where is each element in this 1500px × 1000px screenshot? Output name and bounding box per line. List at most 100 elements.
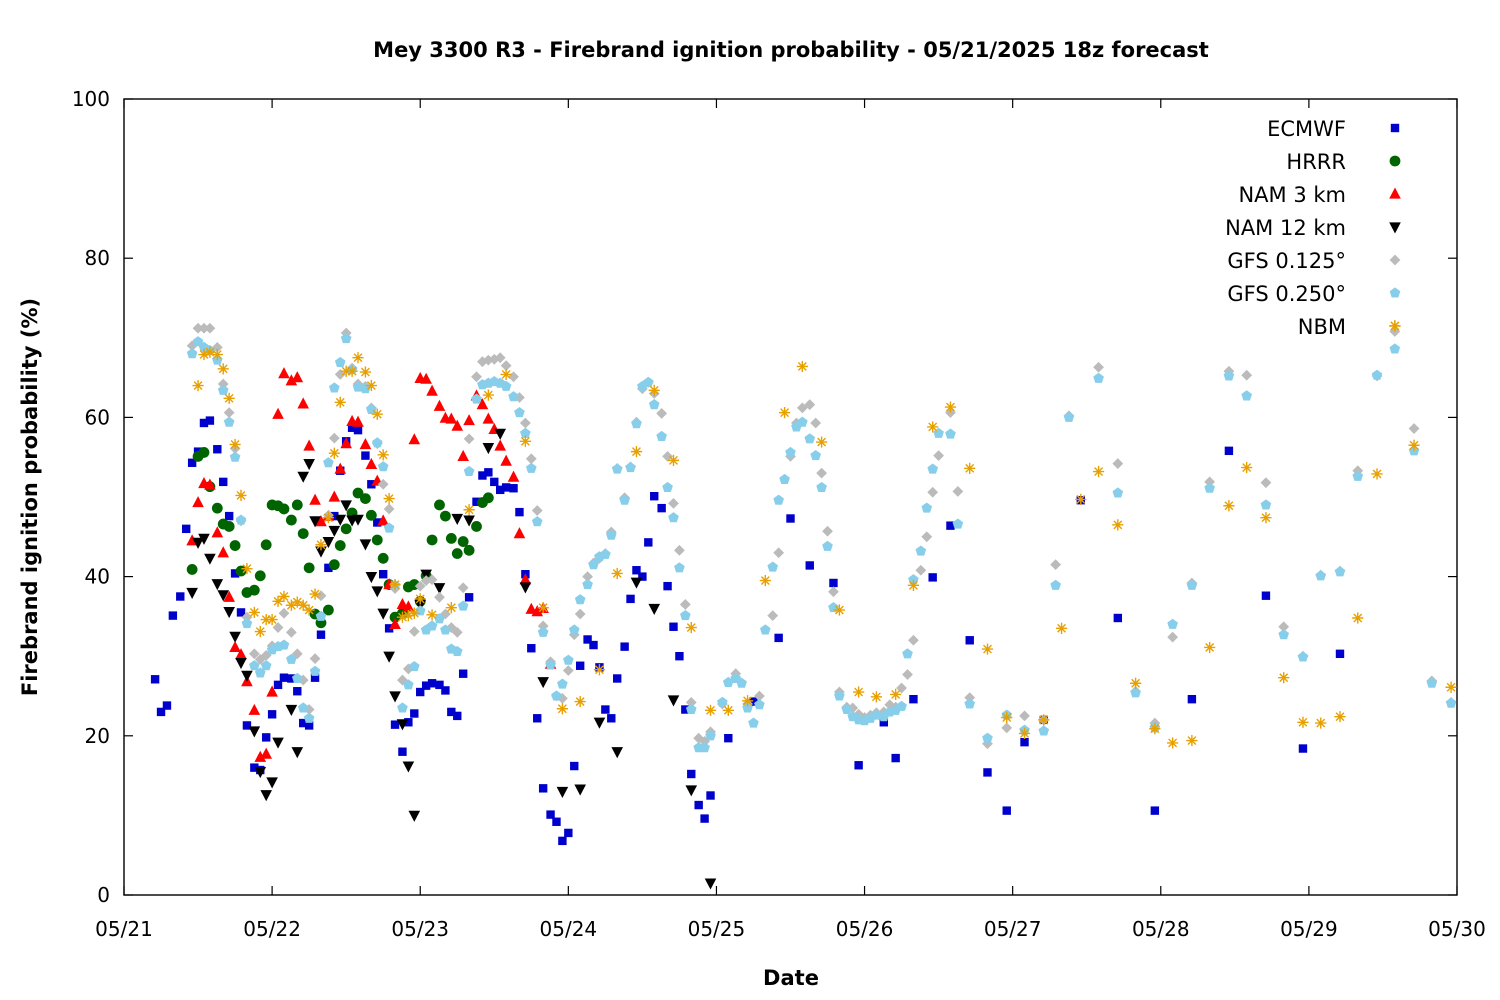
data-point bbox=[674, 562, 685, 573]
data-point bbox=[816, 436, 828, 448]
data-point bbox=[854, 761, 863, 770]
data-point bbox=[402, 610, 414, 622]
data-point bbox=[463, 414, 475, 426]
data-point bbox=[352, 381, 364, 392]
data-point bbox=[445, 532, 457, 544]
data-point bbox=[626, 594, 635, 604]
data-point bbox=[644, 538, 653, 547]
data-point bbox=[352, 487, 364, 499]
data-point bbox=[315, 539, 327, 551]
data-point bbox=[574, 784, 586, 796]
legend-marker bbox=[1389, 155, 1401, 167]
data-point bbox=[241, 563, 253, 575]
data-point bbox=[500, 454, 512, 466]
data-point bbox=[291, 499, 303, 511]
data-point bbox=[328, 559, 340, 571]
data-point bbox=[309, 493, 321, 505]
data-point bbox=[458, 669, 468, 678]
data-point bbox=[527, 644, 536, 653]
data-point bbox=[254, 767, 267, 779]
data-point bbox=[211, 348, 223, 361]
data-point bbox=[981, 643, 994, 655]
data-point bbox=[427, 679, 437, 688]
data-point bbox=[402, 761, 415, 773]
data-point bbox=[1204, 482, 1215, 493]
data-point bbox=[509, 484, 518, 493]
x-tick-label: 05/26 bbox=[836, 917, 894, 941]
data-point bbox=[334, 540, 346, 551]
data-point bbox=[1130, 687, 1141, 698]
data-point bbox=[1112, 458, 1124, 469]
data-point bbox=[404, 718, 413, 727]
data-point bbox=[445, 412, 458, 424]
x-tick-label: 05/22 bbox=[243, 917, 301, 941]
data-point bbox=[223, 607, 235, 619]
data-point bbox=[583, 635, 592, 644]
data-point bbox=[704, 704, 717, 716]
data-point bbox=[229, 631, 241, 643]
data-point bbox=[546, 810, 555, 819]
data-point bbox=[254, 570, 266, 582]
data-point bbox=[909, 694, 918, 704]
data-point bbox=[933, 450, 945, 462]
data-point bbox=[648, 399, 660, 410]
data-point bbox=[408, 810, 421, 822]
data-point bbox=[352, 352, 364, 364]
series-2 bbox=[186, 367, 557, 762]
data-point bbox=[377, 552, 389, 564]
data-point bbox=[879, 718, 889, 727]
x-tick-label: 05/28 bbox=[1132, 917, 1190, 941]
data-point bbox=[235, 489, 247, 502]
data-point bbox=[377, 514, 389, 526]
data-point bbox=[304, 721, 314, 730]
data-point bbox=[389, 691, 401, 703]
data-point bbox=[613, 674, 622, 683]
data-point bbox=[1278, 629, 1290, 640]
data-point bbox=[323, 457, 334, 468]
data-point bbox=[494, 352, 506, 364]
data-point bbox=[204, 553, 216, 565]
data-point bbox=[471, 521, 482, 532]
data-point bbox=[896, 700, 907, 711]
data-point bbox=[525, 462, 537, 473]
data-point bbox=[287, 674, 296, 683]
data-point bbox=[378, 570, 388, 579]
data-point bbox=[168, 611, 178, 620]
data-point bbox=[353, 425, 363, 435]
data-point bbox=[463, 433, 475, 445]
data-point bbox=[513, 527, 526, 539]
data-point bbox=[674, 544, 685, 556]
data-point bbox=[810, 450, 821, 461]
data-point bbox=[371, 437, 383, 448]
data-point bbox=[303, 604, 315, 616]
data-point bbox=[1298, 744, 1308, 753]
data-point bbox=[1050, 579, 1061, 590]
data-point bbox=[377, 478, 389, 490]
data-point bbox=[421, 681, 431, 690]
y-tick-label: 80 bbox=[85, 246, 110, 270]
data-point bbox=[205, 416, 215, 425]
data-point bbox=[352, 415, 364, 427]
data-point bbox=[717, 696, 728, 707]
data-point bbox=[223, 590, 235, 602]
data-point bbox=[680, 610, 691, 621]
data-point bbox=[779, 473, 790, 485]
data-point bbox=[1038, 725, 1050, 736]
data-point bbox=[501, 483, 511, 492]
data-point bbox=[213, 445, 222, 454]
data-point bbox=[531, 505, 543, 516]
data-point bbox=[299, 718, 308, 728]
data-point bbox=[420, 569, 432, 581]
data-point bbox=[383, 522, 395, 533]
y-axis: 0 20 40 60 80 100 bbox=[72, 87, 1457, 907]
x-axis: 05/21 05/22 05/23 05/24 05/25 05/26 05/27 05/28… bbox=[95, 99, 1486, 941]
data-point bbox=[611, 747, 624, 759]
data-point bbox=[328, 447, 340, 459]
data-point bbox=[982, 732, 993, 743]
y-axis-label: Firebrand ignition probability (%) bbox=[18, 298, 42, 696]
data-point bbox=[272, 595, 284, 607]
data-point bbox=[447, 707, 456, 717]
data-point bbox=[397, 702, 408, 713]
data-point bbox=[699, 742, 710, 753]
data-point bbox=[322, 512, 334, 524]
